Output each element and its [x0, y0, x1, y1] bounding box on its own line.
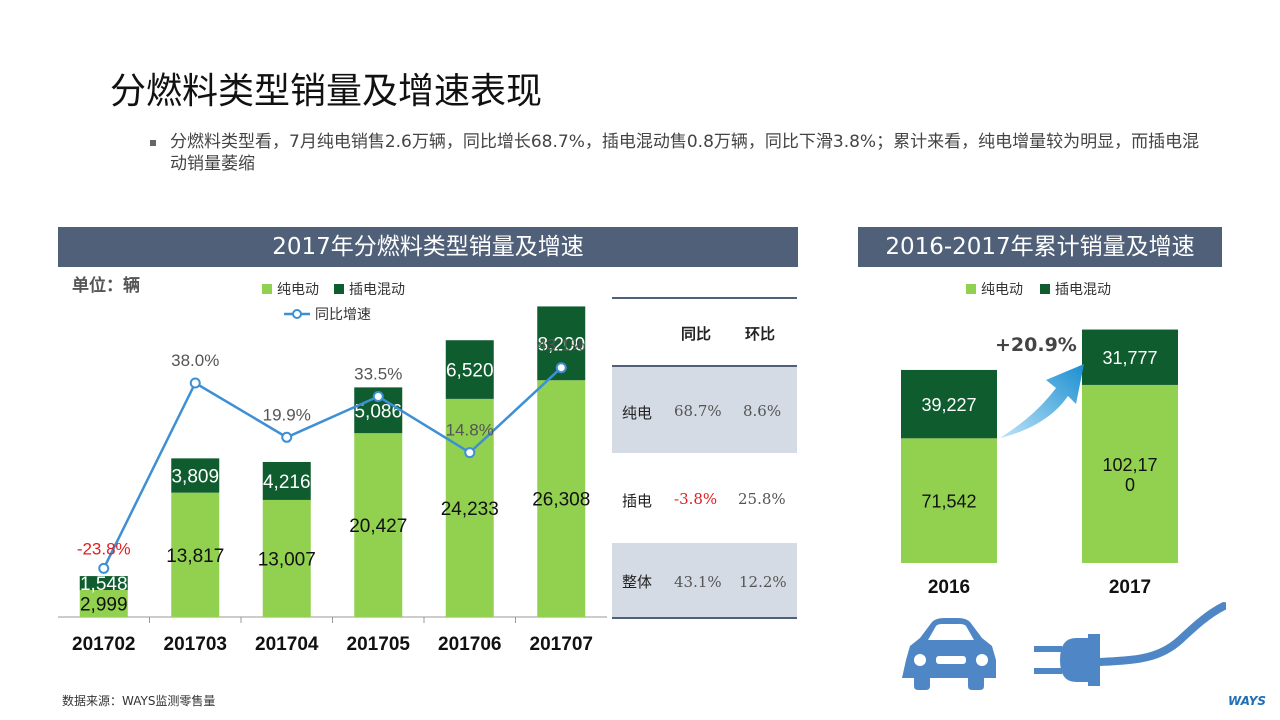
table-header-mom: 环比 [745, 323, 775, 344]
right-panel-title: 2016-2017年累计销量及增速 [858, 227, 1222, 267]
table-cell-yoy: 43.1% [674, 573, 722, 591]
x-tick-label: 2017 [1109, 577, 1151, 598]
growth-label: 14.8% [446, 421, 494, 440]
data-label-hybrid: 4,216 [263, 472, 311, 493]
growth-label: 33.5% [354, 365, 402, 384]
growth-point [465, 448, 474, 457]
cumulative-growth-label: +20.9% [995, 334, 1077, 356]
x-tick-label: 2016 [928, 577, 970, 598]
legend-label-pure: 纯电动 [981, 279, 1023, 299]
right-legend-pure-electric: 纯电动 [966, 279, 1023, 299]
data-label-pure: 26,308 [532, 490, 590, 511]
data-label-pure: 2,999 [80, 595, 128, 616]
growth-label: 43.1% [537, 336, 585, 355]
x-tick-label: 201707 [530, 634, 593, 655]
growth-point [374, 392, 383, 401]
x-tick-label: 201706 [438, 634, 501, 655]
table-cell-yoy: 68.7% [674, 402, 722, 420]
table-top-rule [612, 297, 797, 299]
growth-point [282, 433, 291, 442]
table-header-yoy: 同比 [681, 323, 711, 344]
table-row-label: 纯电 [622, 402, 652, 423]
data-label-hybrid: 1,548 [80, 574, 128, 595]
legend-swatch-hybrid [1040, 284, 1050, 294]
data-label-pure: 24,233 [441, 499, 499, 520]
growth-label: 19.9% [263, 405, 311, 424]
growth-point [557, 363, 566, 372]
data-label-pure: 13,007 [258, 549, 316, 570]
growth-label: 38.0% [171, 351, 219, 370]
table-row-label: 插电 [622, 490, 652, 511]
growth-point [99, 564, 108, 573]
x-tick-label: 201703 [164, 634, 227, 655]
data-label-hybrid: 31,777 [1102, 348, 1157, 368]
growth-arrow-icon [998, 360, 1088, 442]
data-label-hybrid: 3,809 [171, 467, 219, 488]
x-tick-label: 201702 [72, 634, 135, 655]
right-legend-plugin-hybrid: 插电混动 [1040, 279, 1111, 299]
growth-label: -23.8% [77, 539, 131, 558]
data-label-pure: 20,427 [349, 516, 407, 537]
table-cell-mom: 12.2% [739, 573, 787, 591]
data-label-hybrid: 6,520 [446, 361, 494, 382]
x-tick-label: 201704 [255, 634, 319, 655]
table-cell-yoy-negative: -3.8% [674, 490, 717, 508]
table-bottom-rule [612, 617, 797, 619]
table-cell-mom: 8.6% [743, 402, 781, 420]
data-label-pure: 71,542 [921, 492, 976, 512]
plug-icon [1030, 600, 1226, 692]
brand-logo: WAYS [1228, 694, 1266, 708]
legend-label-hybrid: 插电混动 [1055, 279, 1111, 299]
car-icon [896, 612, 1002, 692]
data-label-hybrid: 39,227 [921, 395, 976, 415]
x-tick-label: 201705 [347, 634, 411, 655]
legend-swatch-pure [966, 284, 976, 294]
table-cell-mom: 25.8% [738, 490, 786, 508]
data-source-note: 数据来源：WAYS监测零售量 [62, 692, 215, 709]
growth-point [191, 379, 200, 388]
data-label-pure: 13,817 [166, 546, 224, 567]
growth-table: 同比 环比 纯电 68.7% 8.6% 插电 -3.8% 25.8% 整体 43… [612, 297, 797, 621]
table-row-label: 整体 [622, 571, 652, 592]
